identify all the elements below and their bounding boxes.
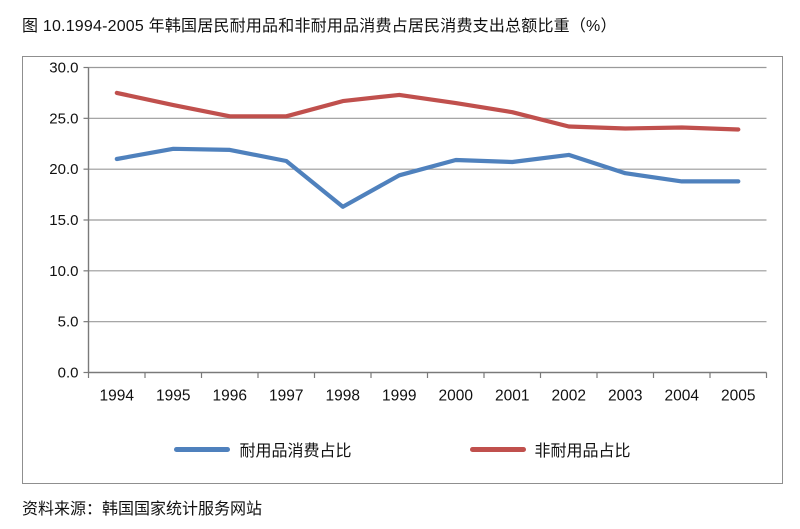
source-note: 资料来源：韩国国家统计服务网站 xyxy=(22,501,263,518)
y-axis-label: 25.0 xyxy=(49,110,78,127)
legend-item-nondurable: 非耐用品占比 xyxy=(469,437,631,461)
x-axis-label: 1996 xyxy=(213,388,247,405)
legend-item-durable: 耐用品消费占比 xyxy=(174,437,352,461)
series-line-0 xyxy=(114,146,741,209)
y-axis-label: 15.0 xyxy=(49,212,78,229)
legend-line-durable-icon xyxy=(174,446,231,452)
chart-frame: 0.0 5.0 10.0 15.0 20.0 25.0 30.0 1994 1995 1996 19… xyxy=(22,56,783,484)
x-axis-label: 1997 xyxy=(269,388,303,405)
x-axis-label: 1999 xyxy=(382,388,416,405)
x-axis-label: 2002 xyxy=(552,388,586,405)
x-axis-label: 2000 xyxy=(439,388,474,405)
y-axis-label: 20.0 xyxy=(49,161,78,178)
chart-legend: 耐用品消费占比 非耐用品占比 xyxy=(23,437,782,461)
legend-label-nondurable: 非耐用品占比 xyxy=(534,441,631,460)
x-axis-label: 1994 xyxy=(100,388,135,405)
x-axis-label: 2004 xyxy=(665,388,700,405)
x-axis-label: 1998 xyxy=(326,388,360,405)
x-axis-label: 2005 xyxy=(721,388,755,405)
x-axis-label: 2003 xyxy=(608,388,642,405)
series-line-1 xyxy=(114,90,741,132)
y-axis-label: 30.0 xyxy=(49,60,78,77)
y-axis-label: 10.0 xyxy=(49,263,78,280)
y-axis-label: 0.0 xyxy=(58,365,79,382)
x-axis-label: 2001 xyxy=(495,388,529,405)
figure-caption: 图 10.1994-2005 年韩国居民耐用品和非耐用品消费占居民消费支出总额比… xyxy=(22,18,617,35)
line-chart-plot: 0.0 5.0 10.0 15.0 20.0 25.0 30.0 1994 1995 1996 19… xyxy=(49,60,768,405)
y-axis-label: 5.0 xyxy=(58,314,79,331)
legend-line-nondurable-icon xyxy=(469,446,526,452)
x-axis-label: 1995 xyxy=(156,388,190,405)
legend-label-durable: 耐用品消费占比 xyxy=(239,441,352,460)
